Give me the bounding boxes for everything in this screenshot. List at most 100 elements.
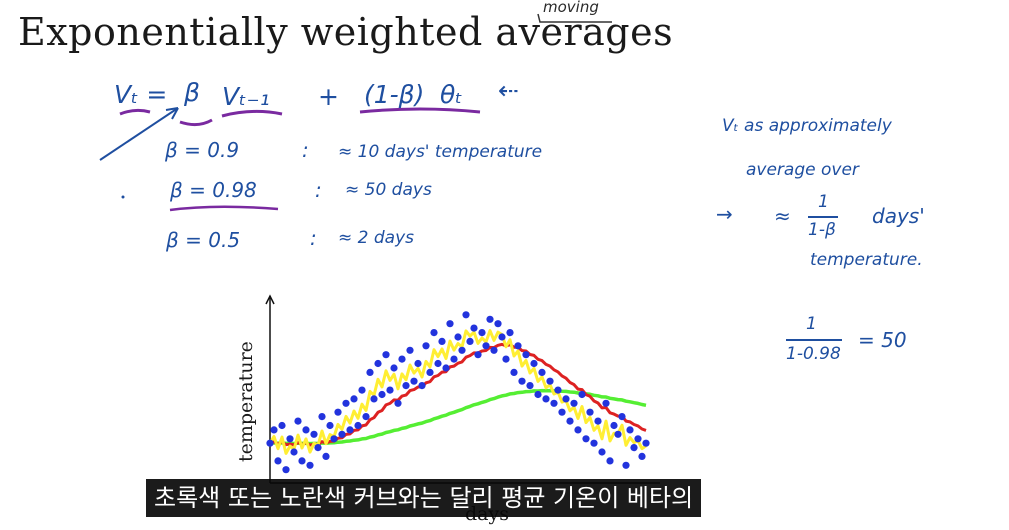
data-point: [530, 359, 538, 368]
data-point: [330, 435, 338, 443]
data-point: [574, 426, 582, 434]
data-point: [606, 457, 614, 465]
data-point: [482, 342, 490, 350]
data-point: [626, 426, 634, 434]
data-point: [554, 386, 562, 394]
data-point: [298, 457, 306, 465]
data-point: [498, 333, 506, 341]
data-point: [362, 413, 370, 421]
data-point: [518, 377, 526, 385]
data-point: [442, 364, 450, 372]
data-point: [394, 399, 402, 407]
example-colon-3: :: [310, 226, 317, 250]
data-point: [538, 368, 546, 376]
data-point: [474, 351, 482, 359]
data-point: [590, 439, 598, 447]
side-note-line1: Vₜ as approximately: [722, 116, 892, 136]
data-point: [374, 359, 382, 368]
data-point: [358, 386, 366, 394]
data-point: [422, 342, 430, 350]
data-point: [614, 430, 622, 438]
data-point: [490, 346, 498, 354]
example-colon-1: :: [302, 138, 309, 162]
data-point: [522, 351, 530, 359]
data-point: [410, 377, 418, 385]
data-point: [386, 386, 394, 394]
data-point: [454, 333, 462, 341]
side-note-calc-result: = 50: [858, 328, 907, 352]
data-point: [542, 395, 550, 403]
data-point: [582, 435, 590, 443]
data-point: [414, 359, 422, 368]
data-point: [486, 315, 494, 323]
example-approx-10: ≈ 10 days' temperature: [338, 142, 543, 162]
data-point: [286, 435, 294, 443]
data-point: [378, 390, 386, 399]
data-point: [402, 382, 410, 390]
series-line-beta-09: [269, 342, 647, 447]
data-point: [306, 461, 314, 469]
data-point: [426, 368, 434, 376]
data-point: [318, 413, 326, 421]
data-point: [390, 364, 398, 372]
data-point: [550, 399, 558, 407]
data-point: [382, 351, 390, 359]
formula-plus: +: [318, 82, 339, 111]
data-point: [510, 368, 518, 376]
data-point: [282, 466, 290, 474]
side-note-calc-den: 1-0.98: [786, 344, 841, 364]
data-point: [342, 399, 350, 407]
example-beta-09: β = 0.9: [165, 138, 240, 162]
data-point: [294, 417, 302, 425]
data-point: [434, 359, 442, 368]
example-beta-098: β = 0.98: [170, 178, 257, 202]
data-point: [566, 417, 574, 425]
data-point: [558, 408, 566, 416]
data-point: [446, 320, 454, 328]
side-note-days: days': [872, 204, 925, 228]
data-point: [354, 421, 362, 430]
data-point: [618, 413, 626, 421]
data-point: [622, 461, 630, 469]
side-note-calc-num: 1: [806, 314, 817, 334]
data-point: [642, 439, 650, 447]
side-note-frac-den: 1-β: [808, 220, 836, 240]
data-point: [370, 395, 378, 403]
data-point: [458, 346, 466, 354]
data-point: [586, 408, 594, 416]
formula-vprev: Vₜ₋₁: [222, 82, 270, 111]
data-point: [506, 329, 514, 337]
data-point: [562, 395, 570, 403]
data-point: [350, 395, 358, 403]
data-point: [366, 368, 374, 376]
side-note-line4: temperature.: [810, 250, 923, 270]
data-point: [310, 430, 318, 438]
data-point: [610, 421, 618, 430]
data-point: [462, 311, 470, 319]
data-point: [278, 421, 286, 430]
series-line-beta-05: [268, 329, 647, 455]
data-point: [630, 444, 638, 452]
data-point: [302, 426, 310, 434]
example-approx-2: ≈ 2 days: [338, 228, 414, 248]
formula-one-minus-beta: (1-β): [364, 80, 425, 109]
data-point: [274, 457, 282, 465]
data-point: [638, 452, 646, 460]
data-point: [494, 320, 502, 328]
example-colon-2: :: [315, 178, 322, 202]
data-point: [398, 355, 406, 363]
data-point: [546, 377, 554, 385]
temperature-chart: [265, 294, 660, 484]
data-point: [314, 444, 322, 452]
formula-beta: β: [184, 78, 200, 107]
data-point: [570, 399, 578, 407]
data-point: [406, 346, 414, 354]
data-point: [326, 421, 334, 430]
data-point: [526, 382, 534, 390]
data-point: [266, 439, 274, 447]
data-point: [334, 408, 342, 416]
side-note-frac-num: 1: [818, 192, 829, 212]
data-point: [418, 382, 426, 390]
data-point: [514, 342, 522, 350]
